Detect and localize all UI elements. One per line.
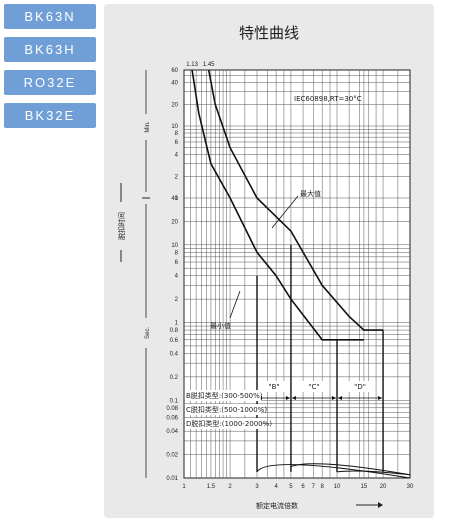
y-tick-label-min: 2 — [175, 174, 179, 180]
y-tick-label-sec: 40 — [171, 196, 178, 202]
x-tick-label: 10 — [334, 484, 341, 490]
trip-type-note: B脱扣类型:(300-500%) — [186, 391, 263, 400]
y-tick-label-sec: 1 — [175, 321, 179, 327]
zone-label: "D" — [354, 383, 366, 391]
x-tick-label: 30 — [407, 484, 414, 490]
x-tick-label: 3 — [255, 484, 259, 490]
tab-ro32e[interactable]: RO32E — [4, 70, 96, 95]
y-tick-label-sec: 0.06 — [166, 416, 178, 422]
x-tick-label: 6 — [301, 484, 305, 490]
y-tick-label-min: 6 — [175, 140, 179, 146]
tab-bk63n[interactable]: BK63N — [4, 4, 96, 29]
y-tick-label-sec: 0.4 — [170, 351, 179, 357]
x-tick-label: 7 — [312, 484, 316, 490]
x-top-tick-label: 1.45 — [203, 62, 215, 68]
y-tick-label-min: 40 — [171, 81, 178, 87]
y-tick-label-min: 4 — [175, 153, 179, 159]
label-leader — [229, 290, 241, 319]
x-axis-label: 额定电流倍数 — [256, 501, 298, 510]
zone-label: "C" — [308, 383, 319, 391]
x-tick-label: 1 — [182, 484, 186, 490]
tail-curve — [290, 463, 411, 476]
x-top-tick-label: 1.13 — [186, 62, 198, 68]
series-label-min: 最小值 — [210, 321, 231, 330]
zone-arrow-right — [332, 396, 337, 400]
y-tick-label-sec: 0.08 — [166, 406, 178, 412]
y-tick-label-min: 8 — [175, 131, 179, 137]
zone-arrow-left — [338, 396, 343, 400]
y-tick-label-sec: 4 — [175, 274, 179, 280]
curve-max — [207, 69, 384, 331]
y-tick-label-sec: 20 — [171, 219, 178, 225]
x-tick-label: 15 — [361, 484, 368, 490]
chart-title: 特性曲线 — [238, 24, 299, 42]
zone-arrow-right — [285, 396, 290, 400]
zone-label-bg — [300, 381, 327, 392]
zone-label-bg — [260, 381, 287, 392]
x-tick-label: 5 — [289, 484, 293, 490]
y-tick-label-min: 1 — [175, 196, 179, 202]
y-tick-label-sec: 2 — [175, 297, 179, 303]
zone-label: "B" — [268, 383, 279, 391]
zone-label-bg — [347, 381, 374, 392]
y-tick-label-sec: 0.02 — [166, 453, 178, 459]
x-tick-label: 1.5 — [207, 484, 216, 490]
x-tick-label: 2 — [228, 484, 232, 490]
tab-list: BK63N BK63H RO32E BK32E — [4, 4, 96, 136]
note-bg — [185, 418, 261, 429]
note-bg — [185, 404, 261, 415]
y-tick-label-min: 60 — [171, 68, 178, 74]
y-tick-label-sec: 10 — [171, 243, 178, 249]
y-tick-label-sec: 0.8 — [170, 328, 179, 334]
trip-type-note: C脱扣类型:(500-1000%) — [186, 405, 267, 414]
x-tick-label: 4 — [274, 484, 278, 490]
tail-curve — [336, 470, 411, 476]
tab-bk32e[interactable]: BK32E — [4, 103, 96, 128]
y-tick-label-sec: 6 — [175, 260, 179, 266]
y-tick-label-sec: 0.1 — [170, 398, 179, 404]
y-tick-label-sec: 0.2 — [170, 375, 179, 381]
y-tick-label-sec: 8 — [175, 250, 179, 256]
y-tick-label-sec: 0.01 — [166, 476, 178, 482]
x-tick-label: 20 — [380, 484, 387, 490]
zone-arrow-left — [291, 396, 296, 400]
y-tick-label-sec: 0.6 — [170, 338, 179, 344]
zone-arrow-right — [378, 396, 383, 400]
y-tick-label-min: 20 — [171, 102, 178, 108]
y-tick-label-min: 10 — [171, 124, 178, 130]
note-bg — [185, 390, 261, 401]
y-axis-label: 脱扣时间 — [117, 212, 126, 240]
curve-min — [191, 69, 364, 341]
x-tick-label: 8 — [321, 484, 325, 490]
y-tick-label-sec: 0.04 — [166, 429, 178, 435]
standard-note: IEC60898,RT=30°C — [294, 95, 362, 103]
y-unit-seconds: Sec. — [145, 327, 151, 339]
trip-type-note: D脱扣类型:(1000-2000%) — [186, 419, 272, 428]
series-label-max: 最大值 — [300, 189, 321, 198]
tab-bk63h[interactable]: BK63H — [4, 37, 96, 62]
x-axis-arrow-head — [378, 502, 383, 508]
label-leader — [271, 195, 299, 229]
y-unit-minutes: Min. — [145, 121, 151, 133]
